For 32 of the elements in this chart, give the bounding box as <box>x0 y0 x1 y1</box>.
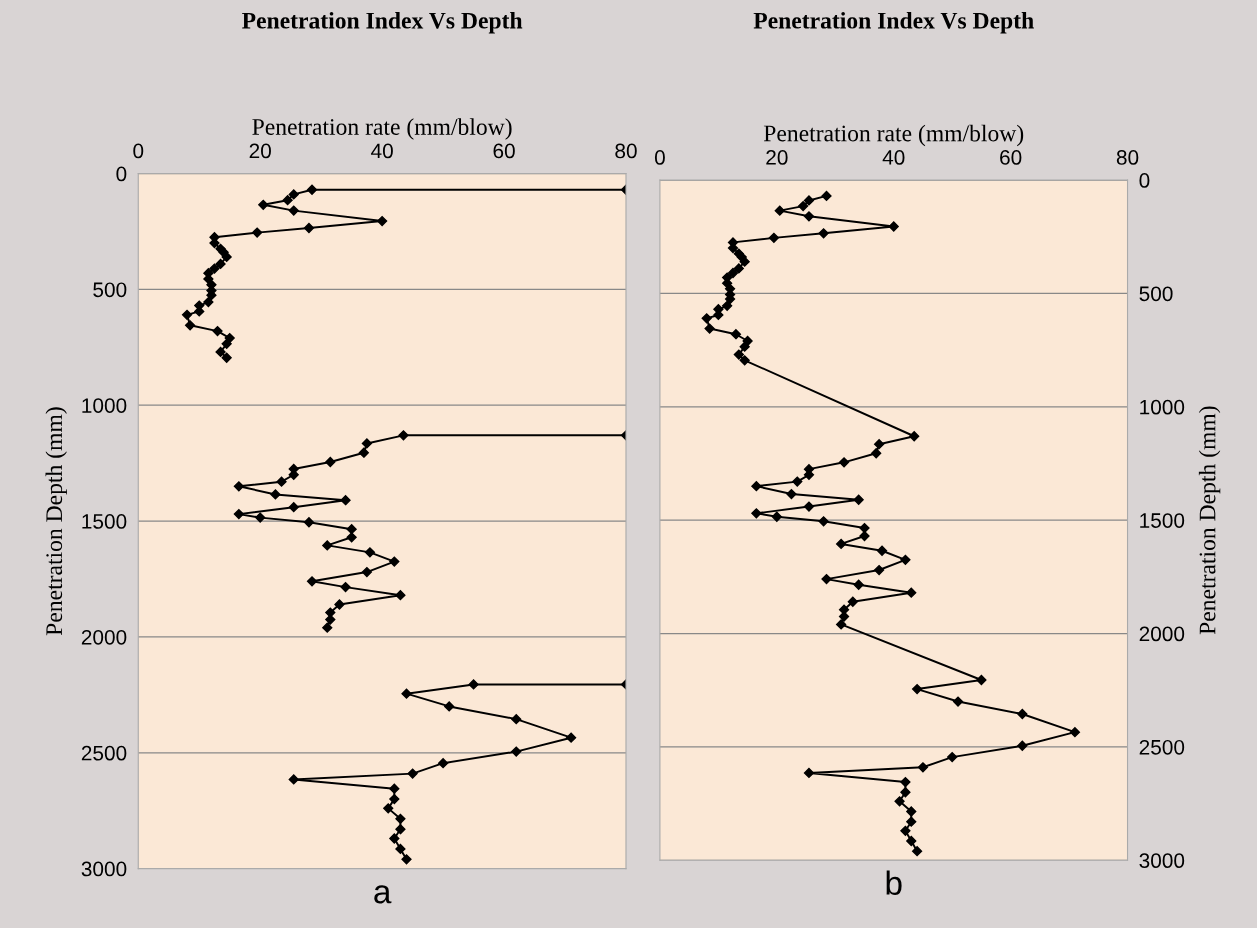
y-tick-label: 0 <box>116 166 127 182</box>
x-tick-label: 80 <box>615 143 637 159</box>
y-tick-label: 2500 <box>81 745 127 761</box>
y-axis-title: Penetration Depth (mm) <box>45 407 67 636</box>
text: b <box>886 870 902 895</box>
y-tick-label: 2000 <box>81 629 127 645</box>
y2-axis-title: Penetration Depth (mm) <box>1198 406 1221 635</box>
chart-title: Penetration Index Vs Depth <box>753 12 1034 34</box>
chart-title: Penetration Index Vs Depth <box>242 12 523 34</box>
x-tick-label: 20 <box>249 143 271 159</box>
x-tick-label: 60 <box>1000 150 1022 165</box>
y2-tick-label: 500 <box>1139 286 1173 302</box>
x-axis-title: Penetration rate (mm/blow) <box>763 124 1024 147</box>
x-axis-title: Penetration rate (mm/blow) <box>252 118 512 140</box>
x-tick-label: 40 <box>882 150 905 165</box>
y-tick-label: 1500 <box>82 514 127 529</box>
y2-tick-label: 2000 <box>1139 626 1185 642</box>
x-tick-label: 20 <box>766 150 788 165</box>
y2-tick-label: 0 <box>1139 173 1150 188</box>
y2-tick-label: 1500 <box>1140 513 1185 528</box>
x-tick-label: 0 <box>133 143 144 159</box>
y2-tick-label: 1000 <box>1140 399 1185 415</box>
x-tick-label: 40 <box>371 143 393 159</box>
x-tick-label: 80 <box>1116 150 1139 165</box>
x-tick-label: 0 <box>654 150 665 165</box>
y-tick-label: 3000 <box>81 861 127 877</box>
x-tick-label: 60 <box>493 143 515 159</box>
text: a <box>374 885 392 904</box>
y-tick-label: 500 <box>93 282 127 298</box>
y2-tick-label: 2500 <box>1139 739 1185 755</box>
y-tick-label: 1000 <box>82 398 127 413</box>
y2-tick-label: 3000 <box>1139 853 1185 869</box>
